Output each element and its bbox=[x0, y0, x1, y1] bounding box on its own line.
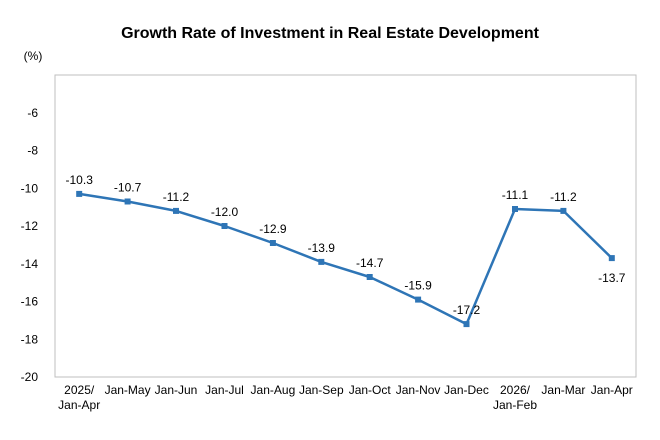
data-label: -10.3 bbox=[66, 173, 94, 187]
y-tick-label: -20 bbox=[21, 370, 39, 384]
data-point-marker bbox=[173, 207, 179, 214]
plot-frame bbox=[54, 74, 637, 378]
data-point-marker bbox=[560, 207, 567, 214]
data-point-marker bbox=[512, 206, 518, 212]
data-label: -11.2 bbox=[163, 190, 190, 204]
x-tick-label: Jan-Dec bbox=[444, 383, 489, 397]
data-point-marker bbox=[318, 258, 325, 265]
series-line bbox=[79, 192, 613, 326]
data-label: -15.9 bbox=[404, 279, 432, 293]
data-label: -13.7 bbox=[598, 271, 626, 285]
x-tick-label: Jan-Jul bbox=[205, 383, 244, 397]
data-point-marker bbox=[366, 274, 373, 280]
data-label: -11.2 bbox=[550, 190, 577, 204]
data-point-marker bbox=[463, 321, 470, 328]
x-tick-label: Jan-Mar bbox=[541, 383, 585, 397]
data-point-marker bbox=[269, 240, 276, 246]
y-tick-label: -18 bbox=[21, 332, 39, 346]
data-label: -17.2 bbox=[453, 303, 481, 317]
y-tick-label: -16 bbox=[21, 295, 39, 309]
y-tick-label: -12 bbox=[21, 219, 39, 233]
x-tick-label: Jan-May bbox=[105, 383, 151, 397]
series-layer: -10.3 -10.7 -11.2 -12.0 -12.9 -13.9 -14.7 -15.9… bbox=[66, 173, 626, 328]
data-point-marker bbox=[124, 198, 131, 205]
x-tick-label: Jan-Nov bbox=[396, 383, 441, 397]
y-tick-label: -10 bbox=[21, 181, 39, 195]
x-tick-label: 2025/Jan-Apr bbox=[58, 383, 100, 412]
x-tick-label: 2026/Jan-Feb bbox=[493, 383, 537, 412]
data-label: -10.7 bbox=[114, 181, 142, 195]
chart-title: Growth Rate of Investment in Real Estate… bbox=[121, 25, 539, 42]
data-point-marker bbox=[221, 223, 228, 229]
x-tick-label: Jan-Apr bbox=[591, 383, 633, 397]
x-tick-label: Jan-Aug bbox=[251, 383, 296, 397]
y-unit-label: (%) bbox=[24, 49, 43, 63]
x-axis-ticks: 2025/Jan-Apr Jan-May Jan-Jun Jan-Jul Jan-Aug… bbox=[58, 383, 633, 412]
data-label: -11.1 bbox=[502, 188, 529, 202]
y-tick-label: -6 bbox=[27, 106, 38, 120]
data-label: -12.0 bbox=[211, 205, 239, 219]
data-point-marker bbox=[415, 296, 422, 303]
data-point-marker bbox=[76, 190, 83, 197]
x-tick-label: Jan-Jun bbox=[155, 383, 198, 397]
data-label: -13.9 bbox=[308, 241, 336, 255]
y-axis-ticks: -6 -8 -10 -12 -14 -16 -18 -20 bbox=[21, 106, 39, 384]
data-point-marker bbox=[608, 255, 615, 262]
y-tick-label: -8 bbox=[27, 144, 38, 158]
x-tick-label: Jan-Oct bbox=[349, 383, 392, 397]
y-tick-label: -14 bbox=[21, 257, 39, 271]
x-tick-label: Jan-Sep bbox=[299, 383, 344, 397]
data-label: -14.7 bbox=[356, 256, 384, 270]
data-label: -12.9 bbox=[259, 222, 287, 236]
